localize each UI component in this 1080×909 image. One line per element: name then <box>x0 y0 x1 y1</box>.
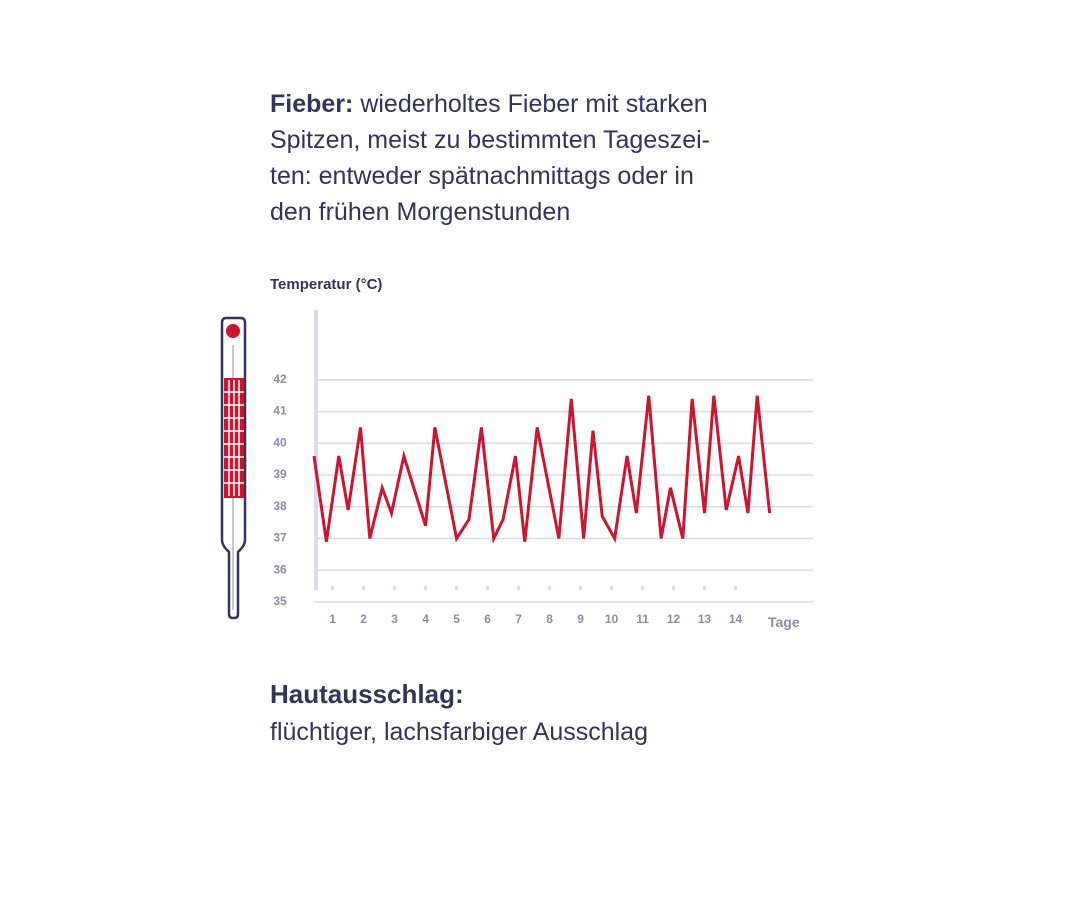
temperature-line <box>312 395 772 544</box>
x-tick-label: 12 <box>667 612 681 626</box>
x-tick-label: 1 <box>329 612 336 626</box>
y-tick-label: 39 <box>273 467 287 481</box>
y-tick-label: 35 <box>273 594 287 608</box>
y-tick-label: 37 <box>273 531 287 545</box>
x-tick-label: 7 <box>515 612 522 626</box>
y-tick-label: 40 <box>273 435 287 449</box>
y-tick-label: 41 <box>273 404 287 418</box>
x-tick-label: 9 <box>577 612 584 626</box>
note-text: flüchtiger, lachsfarbiger Ausschlag <box>270 718 648 746</box>
y-tick-label: 42 <box>273 372 287 386</box>
x-tick-label: 2 <box>360 612 367 626</box>
x-tick-label: 13 <box>698 612 712 626</box>
x-tick-label: 10 <box>605 612 619 626</box>
description-line: Spitzen, meist zu bestimmten Tageszei- <box>270 126 710 154</box>
x-axis-label: Tage <box>768 614 800 630</box>
x-tick-label: 11 <box>636 612 649 626</box>
y-tick-label: 36 <box>273 562 287 576</box>
y-axis-label: Temperatur (°C) <box>270 276 382 293</box>
x-tick-label: 3 <box>391 612 398 626</box>
x-tick-label: 5 <box>453 612 460 626</box>
description-line: ten: entweder spätnachmittags oder in <box>270 162 694 190</box>
x-tick-label: 6 <box>484 612 491 626</box>
thermometer-icon <box>220 316 247 620</box>
x-tick-label: 4 <box>422 612 429 626</box>
description-line: den frühen Morgenstunden <box>270 198 570 226</box>
description-line: wiederholtes Fieber mit starken <box>359 90 707 118</box>
x-tick-label: 14 <box>729 612 743 626</box>
x-tick-label: 8 <box>546 612 553 626</box>
description-line: Fieber: wiederholtes Fieber mit starken <box>270 90 708 118</box>
y-tick-label: 38 <box>273 499 287 513</box>
note-title: Hautausschlag: <box>270 679 464 709</box>
chart-title: Fieber: <box>270 90 353 118</box>
